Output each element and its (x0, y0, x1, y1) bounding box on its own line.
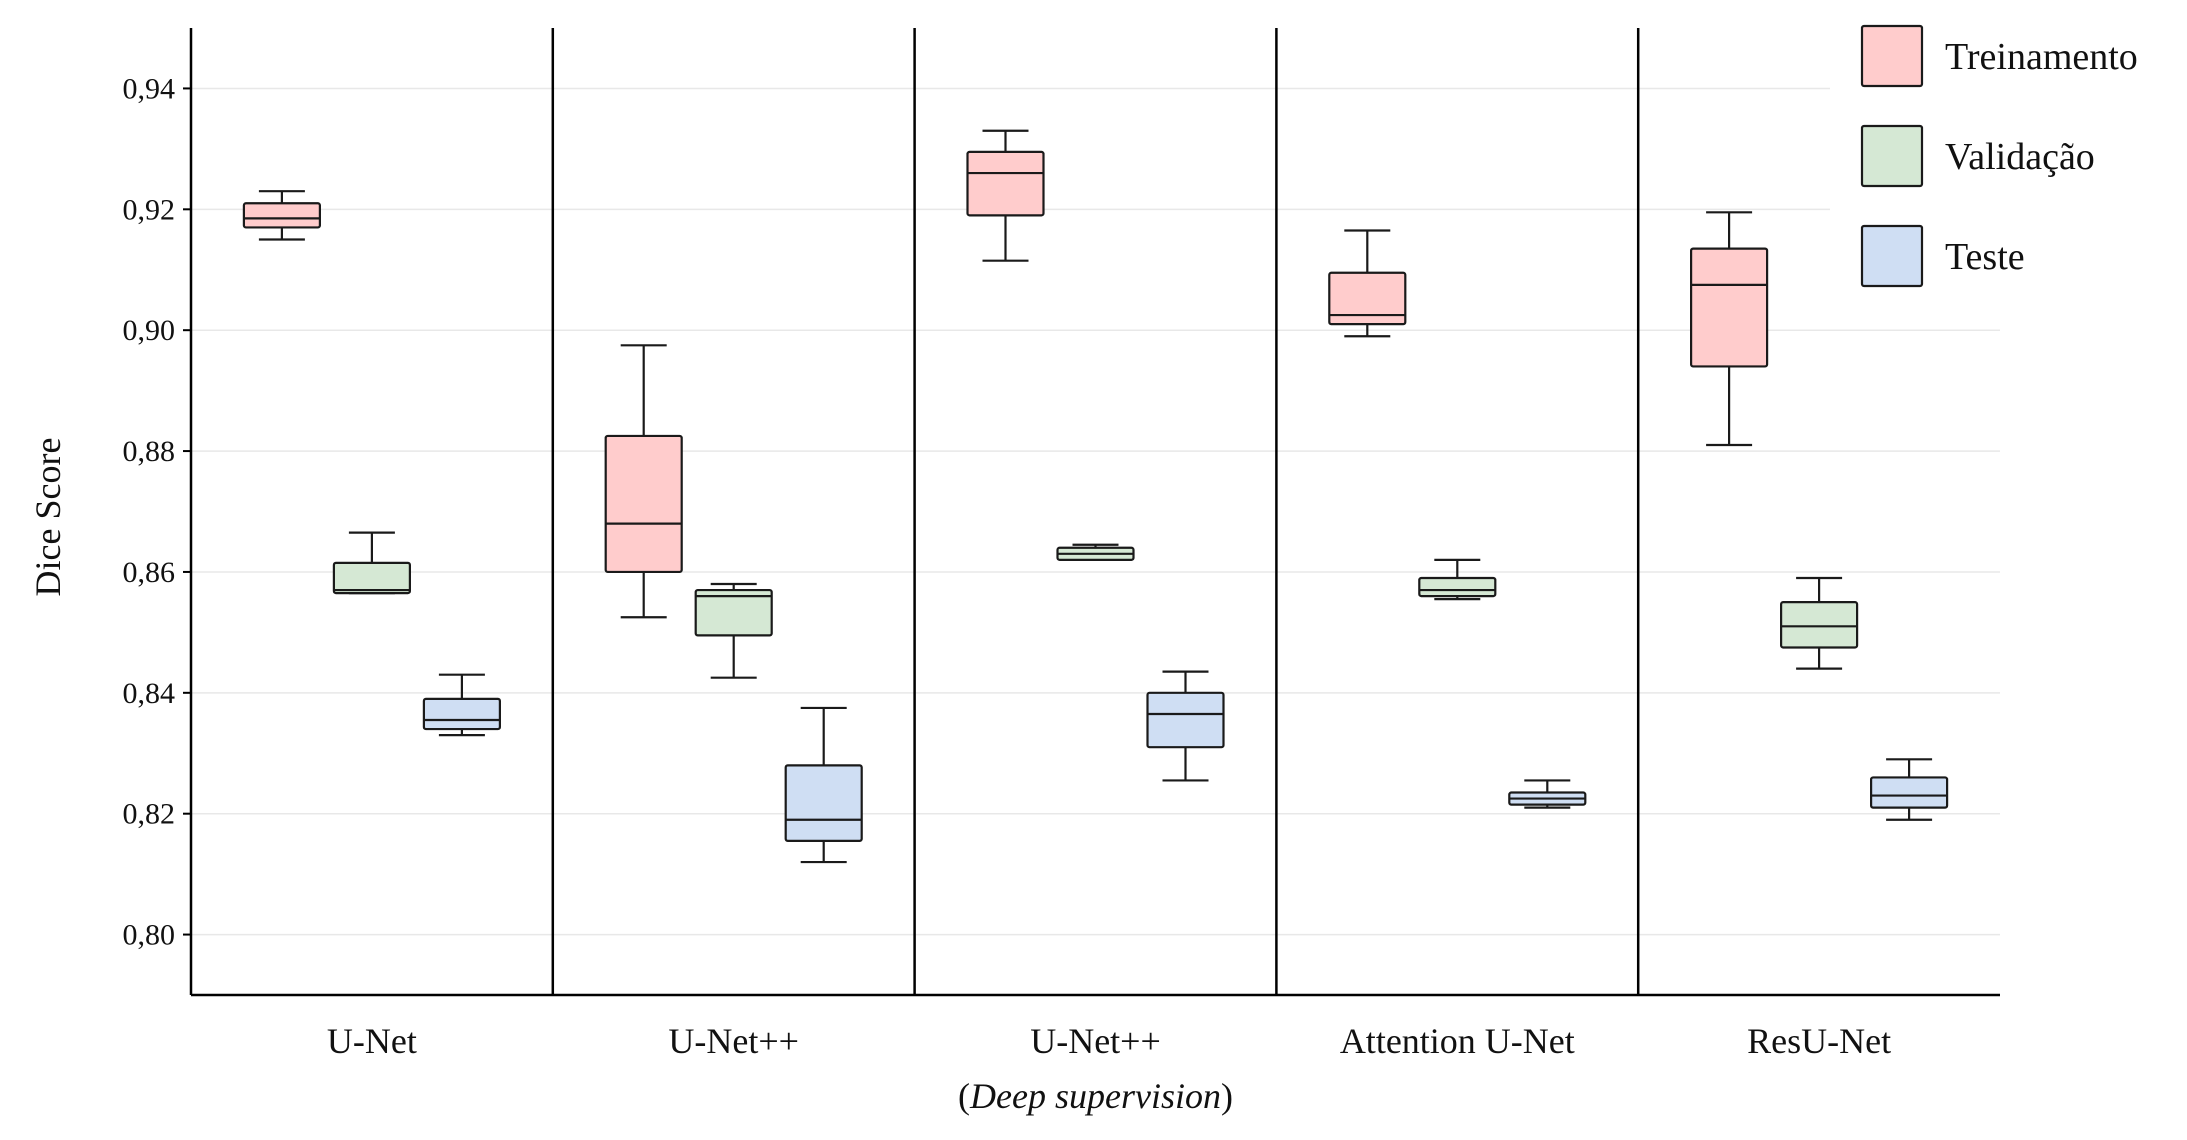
iqr-box (332, 561, 411, 595)
box-treinamento-3 (966, 129, 1045, 262)
group-separators (551, 28, 1640, 995)
axes: 0,80 0,82 0,84 0,86 0,88 0,90 0,92 0,94 (123, 28, 2000, 997)
box-treinamento-1 (242, 190, 321, 241)
legend-label: Treinamento (1945, 36, 2138, 78)
x-category-label: U-Net++ (668, 1021, 799, 1061)
box-validação-5 (1779, 576, 1859, 670)
box-validação-1 (332, 531, 411, 595)
iqr-box (1779, 601, 1859, 649)
box-treinamento-5 (1689, 211, 1769, 447)
iqr-box (1328, 271, 1407, 326)
y-tick-label: 0,94 (123, 72, 176, 105)
legend-label: Validação (1945, 136, 2095, 178)
y-tick-label: 0,82 (123, 798, 176, 831)
legend-label: Teste (1945, 236, 2025, 278)
y-tick-label: 0,92 (123, 193, 176, 226)
y-tick-label: 0,86 (123, 556, 176, 589)
box-teste-3 (1146, 670, 1225, 782)
y-tick-label: 0,80 (123, 919, 176, 952)
box-validação-4 (1418, 558, 1497, 601)
y-tick-label: 0,90 (123, 314, 176, 347)
iqr-box (604, 434, 683, 574)
iqr-box (966, 150, 1045, 217)
x-category-label: U-Net (327, 1021, 417, 1061)
box-validação-3 (1056, 543, 1135, 561)
box-teste-2 (784, 706, 863, 864)
box-teste-1 (422, 673, 501, 737)
box-treinamento-2 (604, 344, 683, 619)
y-tick-label: 0,88 (123, 435, 176, 468)
x-category-label: ResU-Net (1747, 1021, 1891, 1061)
y-axis-title: Dice Score (28, 438, 68, 597)
iqr-box (242, 202, 321, 229)
legend-swatch (1860, 224, 1924, 288)
box-teste-5 (1869, 758, 1949, 821)
iqr-box (784, 764, 863, 842)
x-category-label: U-Net++ (1030, 1021, 1161, 1061)
iqr-box (1689, 247, 1769, 368)
box-treinamento-4 (1328, 229, 1407, 338)
legend: Treinamento Validação Teste (1830, 10, 2187, 300)
iqr-box (694, 588, 773, 637)
legend-swatch (1860, 24, 1924, 88)
boxes (242, 129, 1949, 864)
x-category-label: Attention U-Net (1340, 1021, 1575, 1061)
box-validação-2 (694, 582, 773, 679)
iqr-box (1146, 691, 1225, 749)
iqr-box (1869, 776, 1949, 809)
grid-lines (191, 87, 2000, 936)
box-teste-4 (1508, 779, 1587, 809)
x-category-sublabel: (Deep supervision) (958, 1076, 1233, 1116)
labels: Dice Score U-Net U-Net++ U-Net++ (Deep supe… (28, 438, 1891, 1116)
iqr-box (1418, 576, 1497, 598)
iqr-box (422, 697, 501, 731)
y-tick-label: 0,84 (123, 677, 176, 710)
legend-swatch (1860, 124, 1924, 188)
